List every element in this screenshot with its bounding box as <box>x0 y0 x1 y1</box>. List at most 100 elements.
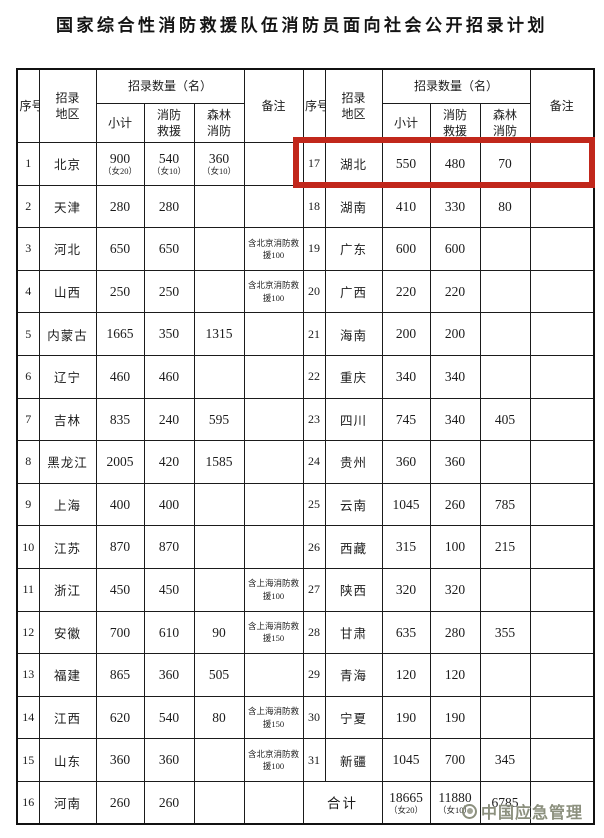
remarks-cell-left <box>243 440 304 484</box>
seq-cell-right: 26 <box>302 525 326 569</box>
table-row: 14 江西 620 540 80 含上海消防救援150 30 宁夏 190 190 <box>16 695 595 740</box>
remarks-cell-left <box>243 142 304 186</box>
subtotal-cell-left: 900 （女20） <box>95 142 145 186</box>
forest-fire-cell-left: 360 （女10） <box>193 142 245 186</box>
subtotal-cell-left: 865 <box>95 653 145 697</box>
forest-fire-cell-right <box>479 567 531 612</box>
subtotal-cell-left: 280 <box>95 184 145 229</box>
header-region-right: 招录地区 <box>324 68 383 143</box>
region-cell-right: 陕西 <box>324 567 383 612</box>
fire-rescue-cell-right: 600 <box>429 227 481 271</box>
seq-cell-right: 20 <box>302 269 326 314</box>
remarks-cell-left <box>243 525 304 569</box>
remarks-cell-left: 含北京消防救援100 <box>243 738 304 782</box>
fire-rescue-cell-left: 460 <box>143 354 195 399</box>
forest-fire-cell-right: 70 <box>479 142 531 186</box>
subtotal-cell-left: 2005 <box>95 440 145 484</box>
fire-rescue-cell-right: 120 <box>429 653 481 697</box>
header-seq-right: 序号 <box>302 68 326 143</box>
region-cell-right: 西藏 <box>324 525 383 569</box>
forest-fire-cell-right <box>479 269 531 314</box>
remarks-cell-left <box>243 653 304 697</box>
fire-rescue-cell-right: 360 <box>429 440 481 484</box>
subtotal-cell-right: 18665 （女20） <box>381 780 431 825</box>
seq-cell-right: 21 <box>302 312 326 356</box>
region-cell-right: 广东 <box>324 227 383 271</box>
seq-cell-right: 30 <box>302 695 326 740</box>
page-title: 国家综合性消防救援队伍消防员面向社会公开招录计划 <box>56 16 548 35</box>
forest-fire-cell-right: 80 <box>479 184 531 229</box>
watermark-text: 中国应急管理 <box>481 805 584 822</box>
header-subtotal-left: 小计 <box>95 103 145 143</box>
forest-fire-cell-right <box>479 354 531 399</box>
remarks-cell-right <box>529 142 595 186</box>
forest-fire-cell-left <box>193 738 245 782</box>
header-subtotal-right: 小计 <box>381 103 431 143</box>
region-cell-left: 内蒙古 <box>38 312 97 356</box>
fire-rescue-cell-left: 360 <box>143 738 195 782</box>
header-quantity-left: 招录数量（名） <box>95 68 245 104</box>
remarks-cell-left <box>243 482 304 527</box>
table-row: 12 安徽 700 610 90 含上海消防救援150 28 甘肃 635 280 355 <box>16 610 595 655</box>
forest-fire-cell-left: 1585 <box>193 440 245 484</box>
region-cell-right: 贵州 <box>324 440 383 484</box>
remarks-cell-left: 含北京消防救援100 <box>243 269 304 314</box>
fire-rescue-cell-left: 360 <box>143 653 195 697</box>
remarks-cell-left: 含上海消防救援150 <box>243 695 304 740</box>
subtotal-cell-left: 400 <box>95 482 145 527</box>
forest-fire-cell-left <box>193 482 245 527</box>
remarks-cell-right <box>529 269 595 314</box>
table-row: 2 天津 280 280 18 湖南 410 330 80 <box>16 184 595 229</box>
fire-rescue-cell-right: 340 <box>429 354 481 399</box>
region-cell-right: 云南 <box>324 482 383 527</box>
subtotal-cell-left: 620 <box>95 695 145 740</box>
forest-fire-cell-left: 1315 <box>193 312 245 356</box>
fire-rescue-cell-right: 280 <box>429 610 481 655</box>
region-cell-left: 黑龙江 <box>38 440 97 484</box>
table-row: 3 河北 650 650 含北京消防救援100 19 广东 600 600 <box>16 227 595 271</box>
remarks-cell-right <box>529 695 595 740</box>
region-cell-right: 广西 <box>324 269 383 314</box>
region-cell-left: 山东 <box>38 738 97 782</box>
subtotal-cell-right: 635 <box>381 610 431 655</box>
region-cell-left: 江苏 <box>38 525 97 569</box>
fire-rescue-cell-left: 610 <box>143 610 195 655</box>
region-cell-left: 安徽 <box>38 610 97 655</box>
remarks-cell-left <box>243 780 304 825</box>
fire-rescue-cell-right: 340 <box>429 397 481 442</box>
header-fire-rescue-left: 消防救援 <box>143 103 195 143</box>
seq-cell-left: 14 <box>16 695 40 740</box>
table-row: 16 河南 260 260 合计 18665 （女20） 11880 （女10） 6785 <box>16 780 595 825</box>
region-cell-left: 吉林 <box>38 397 97 442</box>
subtotal-cell-right: 320 <box>381 567 431 612</box>
header-remarks-left: 备注 <box>243 68 304 143</box>
forest-fire-cell-right <box>479 312 531 356</box>
forest-fire-cell-right: 355 <box>479 610 531 655</box>
seq-cell-left: 9 <box>16 482 40 527</box>
region-cell-left: 上海 <box>38 482 97 527</box>
table-row: 1 北京 900 （女20） 540 （女10） 360 （女10） 17 湖北 550 480 70 <box>16 142 595 186</box>
table-row: 7 吉林 835 240 595 23 四川 745 340 405 <box>16 397 595 442</box>
header-fire-rescue-right: 消防救援 <box>429 103 481 143</box>
subtotal-cell-right: 360 <box>381 440 431 484</box>
header-quantity-right: 招录数量（名） <box>381 68 531 104</box>
fire-rescue-cell-left: 540 <box>143 695 195 740</box>
header-region-left: 招录地区 <box>38 68 97 143</box>
subtotal-cell-right: 315 <box>381 525 431 569</box>
subtotal-cell-left: 700 <box>95 610 145 655</box>
subtotal-cell-left: 250 <box>95 269 145 314</box>
region-cell-left: 北京 <box>38 142 97 186</box>
fire-rescue-cell-left: 540 （女10） <box>143 142 195 186</box>
seq-cell-right: 18 <box>302 184 326 229</box>
subtotal-cell-right: 600 <box>381 227 431 271</box>
recruitment-table: 序号 招录地区 招录数量（名） 备注 序号 招录地区 招录数量（名） 备注 小计… <box>16 68 596 825</box>
table-row: 11 浙江 450 450 含上海消防救援100 27 陕西 320 320 <box>16 567 595 612</box>
seq-cell-left: 11 <box>16 567 40 612</box>
seq-cell-right: 19 <box>302 227 326 271</box>
forest-fire-cell-left <box>193 780 245 825</box>
forest-fire-cell-right <box>479 695 531 740</box>
seq-cell-right: 24 <box>302 440 326 484</box>
seq-cell-left: 12 <box>16 610 40 655</box>
remarks-cell-left <box>243 312 304 356</box>
remarks-cell-right <box>529 184 595 229</box>
